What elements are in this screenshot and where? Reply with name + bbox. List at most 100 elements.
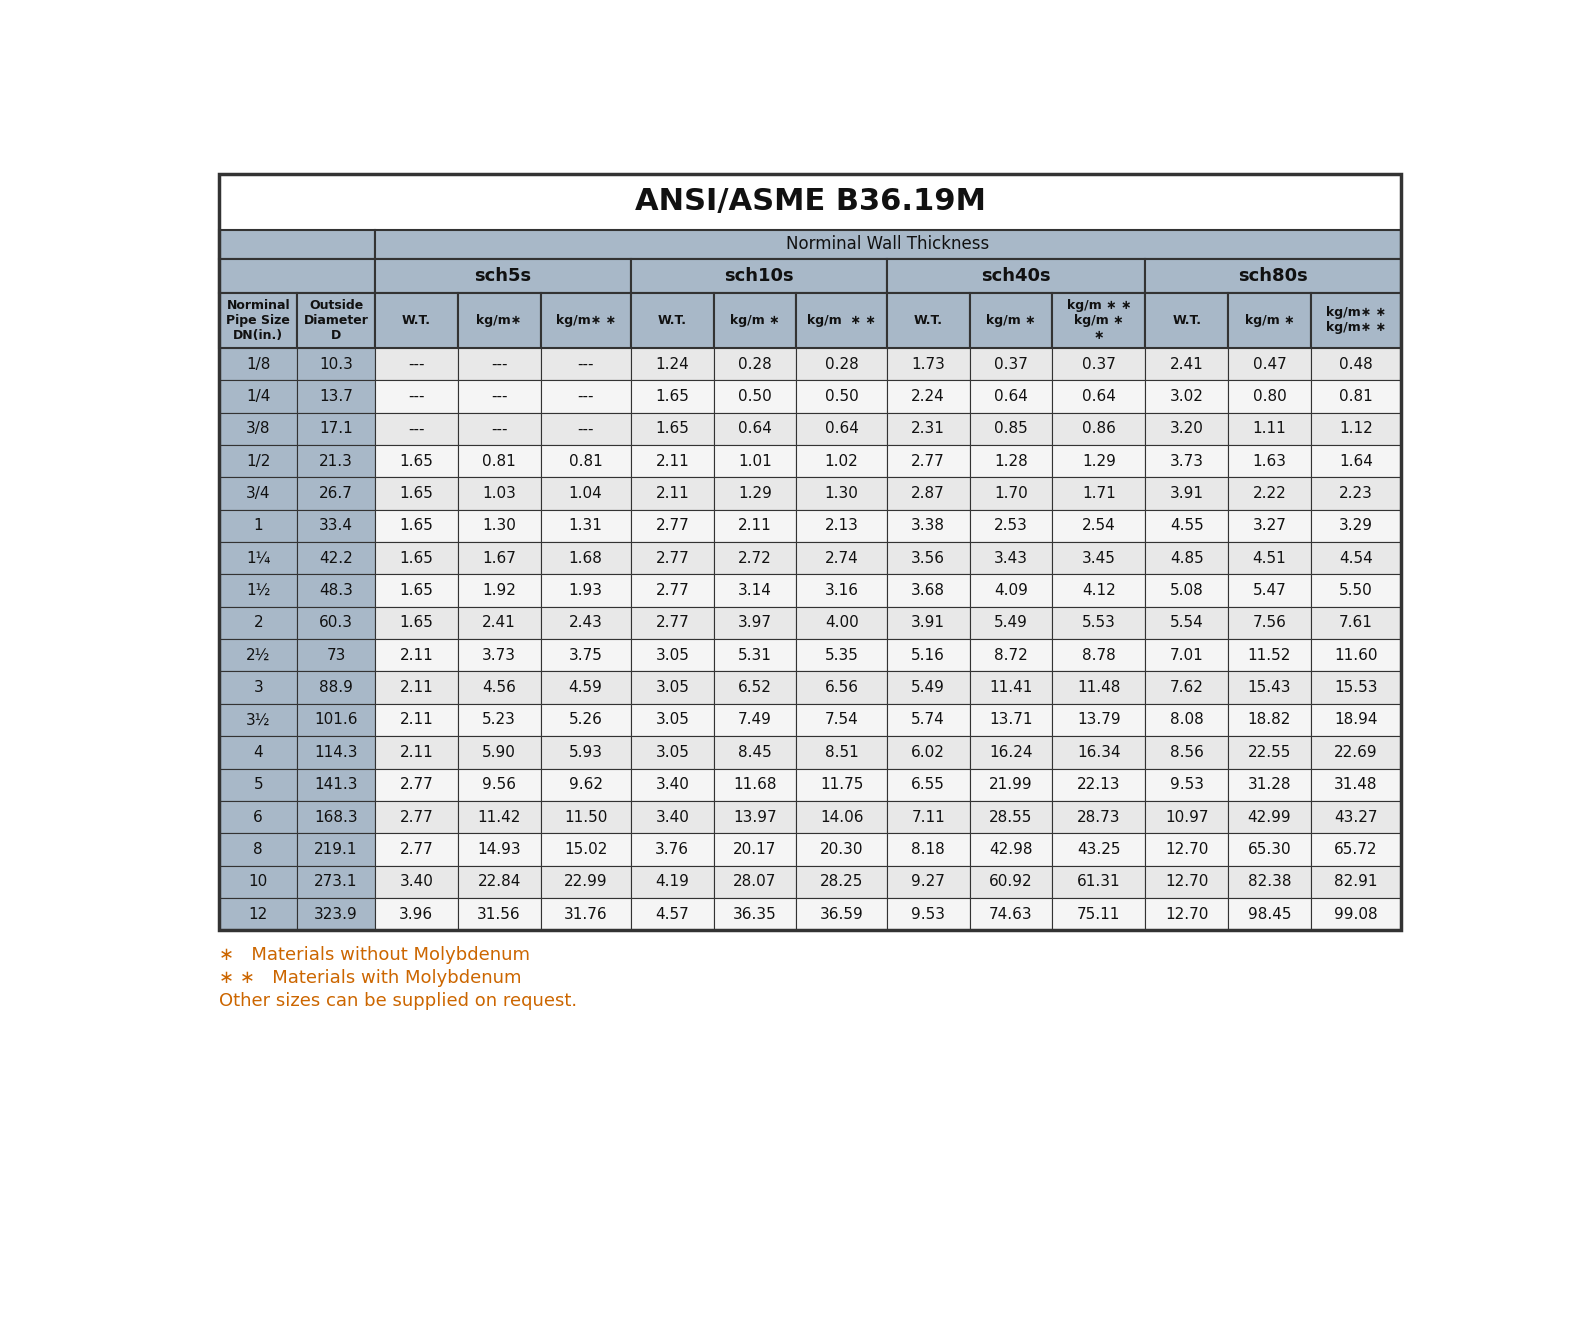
Bar bbox=[297, 542, 375, 574]
Bar bbox=[797, 445, 887, 478]
Bar bbox=[1145, 259, 1401, 292]
Bar bbox=[969, 865, 1053, 898]
Text: 7.11: 7.11 bbox=[911, 809, 945, 825]
Bar bbox=[375, 607, 458, 639]
Text: sch80s: sch80s bbox=[1238, 267, 1307, 284]
Bar bbox=[1311, 607, 1401, 639]
Bar bbox=[541, 574, 631, 607]
Text: 1¼: 1¼ bbox=[247, 551, 270, 566]
Text: 74.63: 74.63 bbox=[990, 906, 1032, 921]
Text: 4.55: 4.55 bbox=[1170, 518, 1203, 534]
Bar bbox=[375, 801, 458, 833]
Text: 1.92: 1.92 bbox=[482, 583, 515, 598]
Bar bbox=[631, 769, 713, 801]
Text: 1/2: 1/2 bbox=[247, 454, 270, 469]
Text: 3.75: 3.75 bbox=[569, 647, 602, 662]
Text: ∗   Materials without Molybdenum: ∗ Materials without Molybdenum bbox=[220, 945, 530, 964]
Text: 1.30: 1.30 bbox=[482, 518, 515, 534]
Bar bbox=[887, 510, 969, 542]
Bar bbox=[1228, 478, 1311, 510]
Text: 12.70: 12.70 bbox=[1165, 906, 1208, 921]
Bar bbox=[375, 380, 458, 413]
Bar bbox=[458, 704, 541, 736]
Bar bbox=[1053, 672, 1145, 704]
Bar bbox=[1311, 542, 1401, 574]
Text: 3.97: 3.97 bbox=[738, 615, 772, 630]
Bar bbox=[969, 801, 1053, 833]
Bar bbox=[458, 607, 541, 639]
Bar bbox=[631, 704, 713, 736]
Bar bbox=[375, 704, 458, 736]
Text: 28.25: 28.25 bbox=[821, 874, 863, 889]
Bar bbox=[541, 801, 631, 833]
Text: 5.53: 5.53 bbox=[1081, 615, 1116, 630]
Bar bbox=[1145, 478, 1228, 510]
Bar bbox=[887, 865, 969, 898]
Text: W.T.: W.T. bbox=[914, 314, 942, 327]
Text: 3.05: 3.05 bbox=[655, 680, 689, 696]
Bar bbox=[1311, 574, 1401, 607]
Text: 7.56: 7.56 bbox=[1252, 615, 1287, 630]
Bar bbox=[297, 704, 375, 736]
Bar bbox=[1311, 898, 1401, 930]
Bar bbox=[458, 833, 541, 865]
Text: 4: 4 bbox=[253, 745, 262, 760]
Text: 8.51: 8.51 bbox=[825, 745, 858, 760]
Text: ---: --- bbox=[408, 356, 425, 371]
Bar bbox=[969, 542, 1053, 574]
Text: 11.75: 11.75 bbox=[821, 777, 863, 792]
Text: 5.50: 5.50 bbox=[1339, 583, 1372, 598]
Bar bbox=[220, 898, 297, 930]
Text: 8.45: 8.45 bbox=[738, 745, 772, 760]
Bar bbox=[887, 413, 969, 445]
Bar bbox=[969, 736, 1053, 769]
Text: 219.1: 219.1 bbox=[315, 842, 357, 857]
Text: 6.52: 6.52 bbox=[738, 680, 772, 696]
Bar bbox=[541, 380, 631, 413]
Text: 3.16: 3.16 bbox=[825, 583, 858, 598]
Bar bbox=[631, 445, 713, 478]
Text: 43.25: 43.25 bbox=[1077, 842, 1121, 857]
Text: 13.97: 13.97 bbox=[734, 809, 776, 825]
Bar bbox=[713, 833, 797, 865]
Text: 1½: 1½ bbox=[247, 583, 270, 598]
Text: sch40s: sch40s bbox=[982, 267, 1051, 284]
Bar bbox=[1311, 736, 1401, 769]
Bar bbox=[1228, 380, 1311, 413]
Bar bbox=[541, 478, 631, 510]
Bar bbox=[1311, 413, 1401, 445]
Text: 2.41: 2.41 bbox=[482, 615, 515, 630]
Text: 6.55: 6.55 bbox=[911, 777, 945, 792]
Bar bbox=[297, 833, 375, 865]
Text: 9.53: 9.53 bbox=[911, 906, 945, 921]
Bar bbox=[541, 769, 631, 801]
Bar bbox=[220, 230, 375, 259]
Text: 4.57: 4.57 bbox=[656, 906, 689, 921]
Text: 11.50: 11.50 bbox=[564, 809, 607, 825]
Bar bbox=[375, 833, 458, 865]
Bar bbox=[969, 510, 1053, 542]
Bar bbox=[1145, 348, 1228, 380]
Bar bbox=[1053, 769, 1145, 801]
Bar bbox=[1228, 292, 1311, 348]
Bar bbox=[887, 259, 1145, 292]
Text: 36.59: 36.59 bbox=[821, 906, 863, 921]
Text: 3.05: 3.05 bbox=[655, 745, 689, 760]
Bar bbox=[458, 574, 541, 607]
Bar bbox=[458, 445, 541, 478]
Text: 5.26: 5.26 bbox=[569, 713, 602, 728]
Bar bbox=[1053, 736, 1145, 769]
Text: 31.56: 31.56 bbox=[477, 906, 520, 921]
Bar bbox=[220, 413, 297, 445]
Text: 0.64: 0.64 bbox=[738, 422, 772, 437]
Bar bbox=[713, 510, 797, 542]
Bar bbox=[297, 672, 375, 704]
Bar bbox=[797, 413, 887, 445]
Text: 2.11: 2.11 bbox=[400, 713, 433, 728]
Text: 11.60: 11.60 bbox=[1334, 647, 1377, 662]
Text: 1.73: 1.73 bbox=[911, 356, 945, 371]
Bar bbox=[541, 736, 631, 769]
Bar bbox=[1145, 607, 1228, 639]
Bar bbox=[458, 542, 541, 574]
Text: 1.29: 1.29 bbox=[738, 486, 772, 501]
